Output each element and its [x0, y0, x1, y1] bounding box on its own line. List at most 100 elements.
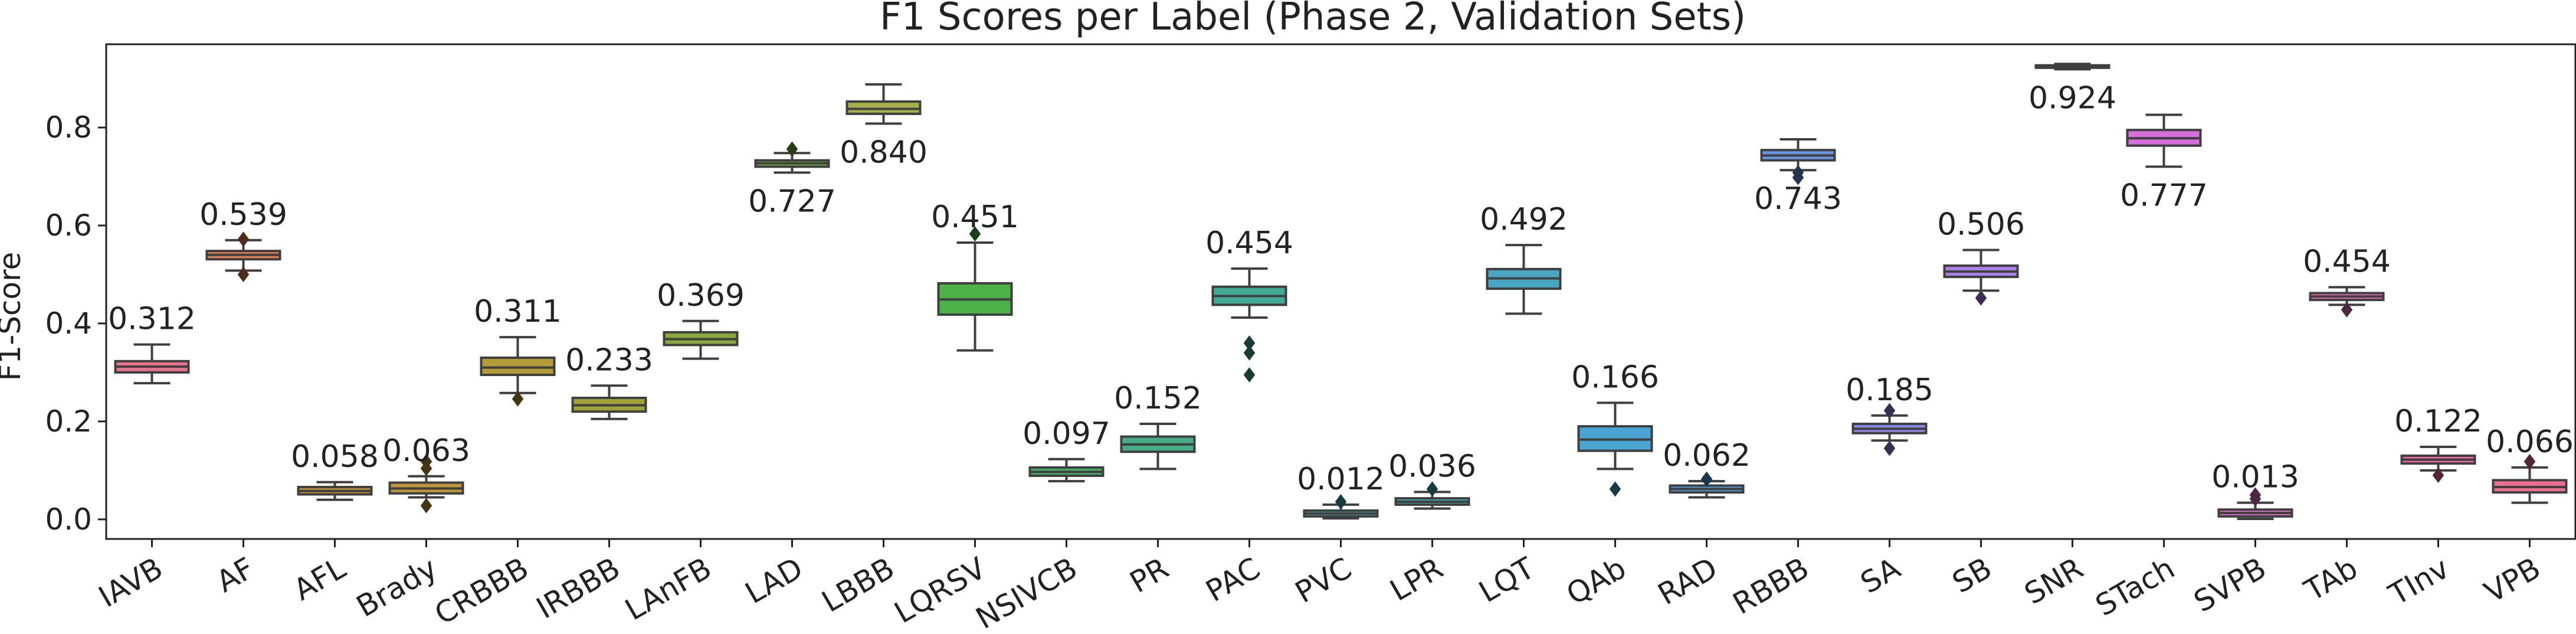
data-label-lad: 0.727 [748, 184, 836, 219]
x-tick-label: AFL [288, 551, 352, 607]
data-label-brady: 0.063 [382, 433, 470, 469]
data-label-rbbb: 0.743 [1754, 181, 1842, 217]
y-tick-label: 0.6 [45, 208, 92, 243]
box-body [480, 357, 556, 377]
data-label-vpb: 0.066 [2486, 424, 2574, 460]
outlier-point [1883, 403, 1896, 419]
box-sb [1943, 249, 2019, 306]
box-lanfb [663, 319, 739, 360]
box-iavb [114, 343, 190, 385]
x-tick-label: NSIVCB [970, 551, 1083, 634]
box-svpb [2217, 487, 2293, 520]
data-label-crbbb: 0.311 [474, 294, 562, 329]
data-label-iavb: 0.312 [108, 302, 196, 337]
x-tick-label: PVC [1290, 551, 1358, 610]
outlier-point [1609, 481, 1621, 497]
data-label-lanfb: 0.369 [657, 278, 745, 313]
data-label-pac: 0.454 [1205, 226, 1293, 261]
plot-frame [105, 43, 2576, 540]
x-tick-label: STach [2090, 551, 2181, 623]
box-irbbb [571, 384, 647, 420]
x-tick-label: SVPB [2188, 551, 2272, 619]
box-pr [1120, 423, 1196, 470]
outlier-point [2523, 453, 2536, 469]
box-lad [754, 141, 830, 174]
x-tick-label: QAb [1561, 551, 1631, 612]
y-tick-label: 0.0 [45, 502, 92, 537]
outlier-point [420, 498, 432, 514]
box-snr [2034, 63, 2110, 71]
data-label-pvc: 0.012 [1297, 462, 1385, 497]
x-tick-label: IRBBB [531, 551, 626, 625]
box-body [845, 100, 922, 115]
outlier-point [2341, 302, 2353, 318]
x-tick-label: VPB [2479, 551, 2546, 610]
x-tick-label: PR [1124, 551, 1174, 600]
box-pac [1211, 267, 1287, 383]
x-tick-label: SA [1855, 551, 1906, 600]
x-tick-label: LPR [1384, 551, 1448, 608]
x-tick-label: PAC [1200, 551, 1266, 609]
outlier-point [1883, 440, 1896, 456]
outlier-point [786, 141, 798, 157]
data-label-nsivcb: 0.097 [1022, 416, 1110, 452]
data-label-svpb: 0.013 [2211, 460, 2299, 495]
data-label-lbbb: 0.840 [840, 135, 928, 170]
outlier-point [1335, 494, 1347, 509]
y-axis-label: F1-Score [0, 252, 27, 381]
box-stach [2126, 113, 2202, 168]
x-tick-label: SB [1946, 551, 1997, 600]
data-label-qab: 0.166 [1571, 360, 1659, 395]
data-label-tinv: 0.122 [2394, 404, 2482, 439]
outlier-point [1243, 335, 1256, 351]
outlier-point [512, 391, 524, 407]
x-tick-label: LQRSV [889, 551, 991, 630]
box-brady [388, 453, 464, 514]
chart-title: F1 Scores per Label (Phase 2, Validation… [880, 0, 1746, 39]
outlier-point [1426, 481, 1438, 497]
box-pvc [1303, 494, 1379, 520]
outlier-point [2249, 487, 2262, 503]
box-tab [2309, 286, 2385, 318]
x-tick-label: Brady [350, 551, 443, 624]
outlier-point [237, 231, 250, 247]
box-lpr [1394, 481, 1470, 510]
outlier-point [1700, 471, 1713, 487]
outlier-point [2432, 468, 2444, 483]
outlier-point [1243, 345, 1256, 361]
outlier-point [969, 226, 981, 242]
data-label-sb: 0.506 [1937, 207, 2025, 242]
x-tick-label: RBBB [1727, 551, 1814, 621]
box-sa [1851, 403, 1928, 456]
data-label-stach: 0.777 [2120, 178, 2208, 213]
box-lqrsv [937, 226, 1013, 352]
y-tick-label: 0.4 [45, 306, 92, 341]
x-tick-label: CRBBB [429, 551, 534, 632]
x-tick-label: LQT [1473, 551, 1541, 609]
data-label-sa: 0.185 [1846, 372, 1933, 408]
box-vpb [2492, 453, 2568, 504]
box-af [205, 231, 281, 282]
x-tick-label: IAVB [93, 551, 169, 614]
outlier-point [420, 460, 432, 476]
x-tick-label: TInv [2382, 551, 2454, 612]
data-label-snr: 0.924 [2028, 80, 2116, 116]
box-tinv [2400, 446, 2476, 483]
data-label-irbbb: 0.233 [565, 342, 653, 378]
box-afl [297, 481, 373, 501]
box-lbbb [845, 83, 922, 125]
box-rbbb [1760, 138, 1836, 185]
outlier-point [1243, 367, 1256, 383]
data-label-pr: 0.152 [1114, 381, 1202, 416]
data-label-rad: 0.062 [1663, 438, 1751, 473]
x-tick-label: RAD [1652, 551, 1723, 612]
x-tick-label: LAD [739, 551, 808, 610]
x-tick-label: LBBB [816, 551, 900, 619]
y-tick-label: 0.8 [45, 110, 92, 145]
data-label-lpr: 0.036 [1388, 449, 1476, 484]
box-qab [1577, 401, 1653, 497]
x-tick-label: SNR [2019, 551, 2089, 611]
data-label-lqt: 0.492 [1480, 202, 1568, 237]
y-tick-label: 0.2 [45, 404, 92, 439]
